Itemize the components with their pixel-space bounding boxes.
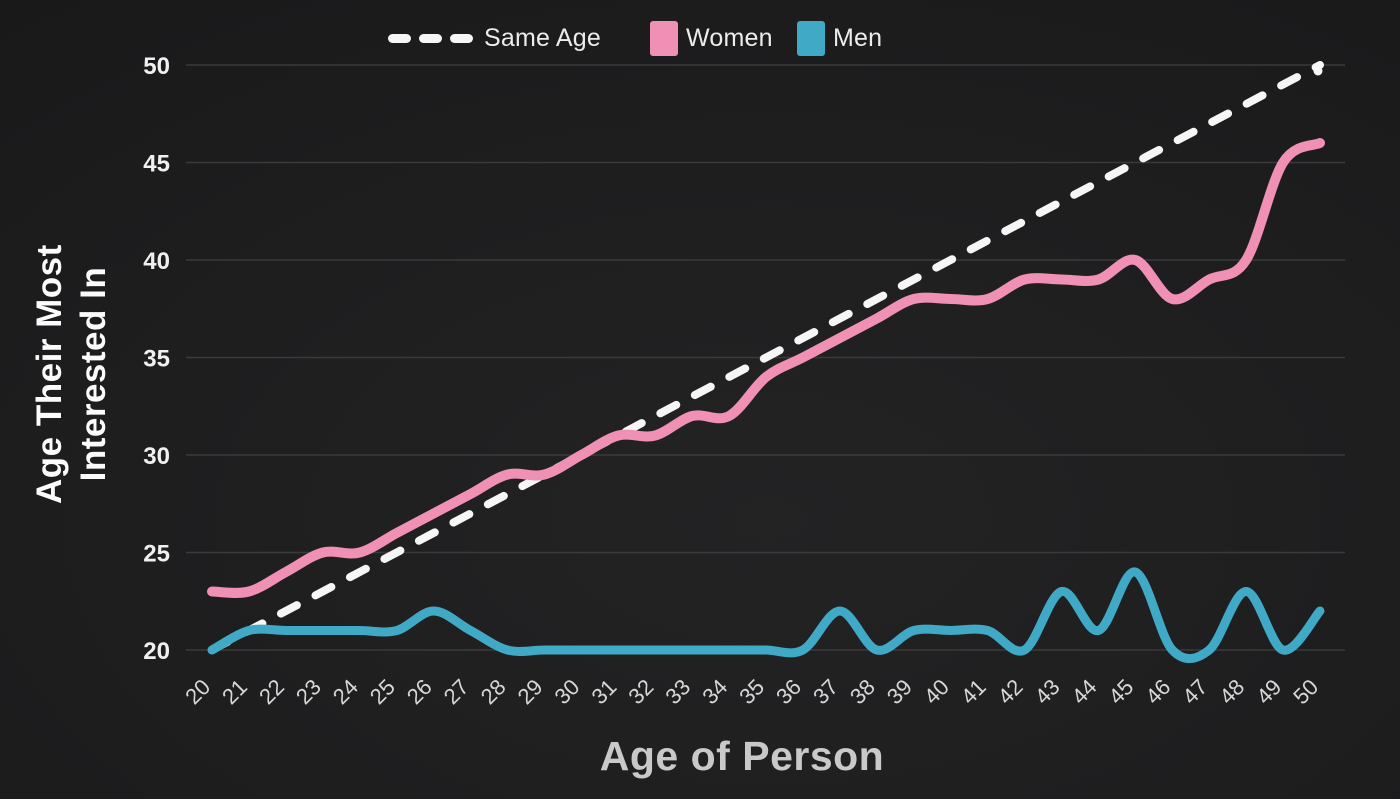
x-tick-label-27: 27 (439, 674, 474, 709)
x-tick-label-24: 24 (328, 674, 363, 709)
x-tick-label-43: 43 (1030, 674, 1065, 709)
x-tick-label-49: 49 (1251, 674, 1286, 709)
x-tick-label-29: 29 (513, 674, 548, 709)
x-tick-label-47: 47 (1177, 674, 1212, 709)
x-tick-label-37: 37 (808, 674, 843, 709)
men-swatch-icon (797, 21, 825, 56)
x-tick-label-33: 33 (660, 674, 695, 709)
x-tick-label-42: 42 (993, 674, 1028, 709)
x-tick-label-46: 46 (1141, 674, 1176, 709)
y-axis-title-line2: Interested In (74, 266, 113, 482)
x-tick-label-25: 25 (365, 674, 400, 709)
x-tick-label-31: 31 (587, 674, 622, 709)
x-tick-label-32: 32 (623, 674, 658, 709)
women-line (207, 138, 1325, 598)
x-tick-label-34: 34 (697, 674, 732, 709)
legend-item-same-age: Same Age (388, 20, 601, 57)
x-tick-label-36: 36 (771, 674, 806, 709)
same-age-line-end-dot (1313, 66, 1323, 76)
x-tick-label-22: 22 (254, 674, 289, 709)
x-axis-title: Age of Person (599, 733, 885, 779)
y-tick-label-30: 30 (143, 443, 170, 470)
x-tick-label-20: 20 (180, 674, 215, 709)
x-tick-label-41: 41 (956, 674, 991, 709)
y-tick-label-20: 20 (143, 638, 170, 665)
x-tick-label-40: 40 (919, 674, 954, 709)
x-tick-label-26: 26 (402, 674, 437, 709)
x-tick-label-50: 50 (1288, 674, 1323, 709)
x-tick-label-21: 21 (217, 674, 252, 709)
women-swatch-icon (650, 21, 678, 56)
y-tick-label-35: 35 (143, 346, 170, 373)
x-tick-label-30: 30 (550, 674, 585, 709)
y-axis-title: Age Their Most Interested In (28, 174, 116, 574)
x-tick-label-28: 28 (476, 674, 511, 709)
legend-label-same-age: Same Age (484, 24, 601, 52)
x-tick-label-44: 44 (1067, 674, 1102, 709)
legend-label-men: Men (833, 24, 883, 52)
legend-label-women: Women (686, 24, 773, 52)
x-tick-label-39: 39 (882, 674, 917, 709)
x-tick-label-45: 45 (1104, 674, 1139, 709)
y-tick-label-45: 45 (143, 151, 170, 178)
y-tick-label-25: 25 (143, 541, 170, 568)
y-axis-title-line1: Age Their Most (29, 244, 69, 504)
x-tick-label-23: 23 (291, 674, 326, 709)
legend-item-women: Women (650, 20, 773, 57)
x-tick-label-35: 35 (734, 674, 769, 709)
same-age-dash-icon (388, 34, 473, 43)
y-tick-label-40: 40 (143, 248, 170, 275)
legend-item-men: Men (797, 20, 882, 57)
y-tick-label-50: 50 (143, 53, 170, 80)
men-line (207, 567, 1325, 664)
x-tick-label-48: 48 (1214, 674, 1249, 709)
x-tick-label-38: 38 (845, 674, 880, 709)
same-age-line (208, 61, 1324, 654)
